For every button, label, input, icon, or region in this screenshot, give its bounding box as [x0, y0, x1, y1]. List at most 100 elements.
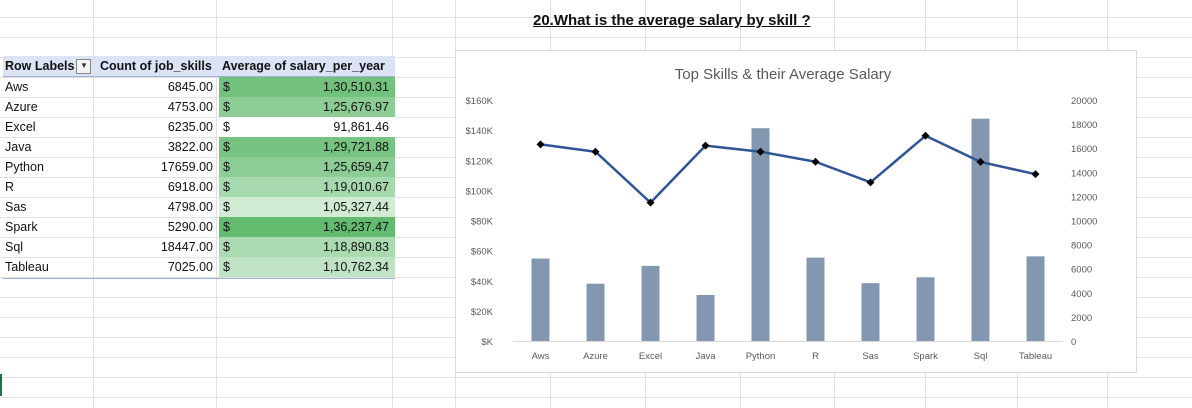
line-point-marker[interactable]: [646, 198, 655, 207]
pivot-row-count[interactable]: 6235.00: [167, 120, 213, 134]
y-axis-tick-label: $20K: [471, 307, 494, 318]
pivot-bottom-border: [3, 277, 395, 279]
line-point-marker[interactable]: [756, 147, 765, 156]
currency-symbol: $: [223, 220, 230, 234]
pivot-row-avg[interactable]: $91,861.46: [219, 117, 395, 137]
filter-dropdown-icon[interactable]: ▼: [76, 58, 92, 74]
avg-value: 1,18,890.83: [322, 240, 389, 254]
chart-bar[interactable]: [641, 265, 660, 341]
pivot-row-label[interactable]: Spark: [5, 220, 38, 234]
pivot-row[interactable]: Sas 4798.00 $1,05,327.44: [3, 197, 395, 217]
y-axis-tick-label: $40K: [471, 277, 494, 288]
salary-line[interactable]: [540, 134, 1036, 204]
line-point-marker[interactable]: [701, 141, 710, 150]
chart-bar[interactable]: [586, 283, 605, 341]
combo-chart[interactable]: Top Skills & their Average Salary $K $20K $…: [455, 50, 1137, 373]
pivot-row[interactable]: Azure 4753.00 $1,25,676.97: [3, 97, 395, 117]
y2-axis-tick-label: 16000: [1071, 144, 1097, 155]
chart-bar[interactable]: [806, 257, 825, 341]
chart-title: Top Skills & their Average Salary: [675, 66, 892, 83]
pivot-row-label[interactable]: Azure: [5, 100, 38, 114]
pivot-row-avg[interactable]: $1,18,890.83: [219, 237, 395, 257]
x-axis-tick-label: Tableau: [1019, 351, 1052, 362]
avg-value: 1,05,327.44: [322, 200, 389, 214]
pivot-row[interactable]: Sql 18447.00 $1,18,890.83: [3, 237, 395, 257]
line-point-marker[interactable]: [536, 140, 545, 149]
pivot-row-avg[interactable]: $1,25,676.97: [219, 97, 395, 117]
chart-canvas: Top Skills & their Average Salary $K $20K $…: [466, 66, 1098, 362]
avg-header[interactable]: Average of salary_per_year: [222, 59, 385, 73]
pivot-row-count[interactable]: 5290.00: [167, 220, 213, 234]
avg-value: 1,10,762.34: [322, 260, 389, 274]
currency-symbol: $: [223, 140, 230, 154]
pivot-row-label[interactable]: Python: [5, 160, 44, 174]
count-header[interactable]: Count of job_skills: [100, 59, 212, 73]
pivot-row-count[interactable]: 4798.00: [167, 200, 213, 214]
pivot-table[interactable]: Row Labels ▼ Count of job_skills Average…: [3, 56, 395, 279]
line-point-marker[interactable]: [591, 147, 600, 156]
chart-bar[interactable]: [696, 294, 715, 341]
x-axis-tick-label: Python: [746, 351, 776, 362]
pivot-row-count[interactable]: 7025.00: [167, 260, 213, 274]
avg-value: 1,36,237.47: [322, 220, 389, 234]
pivot-row-count[interactable]: 4753.00: [167, 100, 213, 114]
pivot-row[interactable]: Aws 6845.00 $1,30,510.31: [3, 77, 395, 97]
line-point-marker[interactable]: [866, 178, 875, 187]
line-point-marker[interactable]: [1031, 170, 1040, 179]
y2-axis-tick-label: 0: [1071, 337, 1076, 348]
chart-bar[interactable]: [531, 258, 550, 341]
row-labels-text: Row Labels: [5, 59, 75, 73]
x-axis-tick-label: Java: [695, 351, 716, 362]
pivot-row[interactable]: Spark 5290.00 $1,36,237.47: [3, 217, 395, 237]
pivot-row-avg[interactable]: $1,36,237.47: [219, 217, 395, 237]
chart-bar[interactable]: [861, 283, 880, 341]
pivot-row-label[interactable]: Tableau: [5, 260, 49, 274]
y2-axis-tick-label: 20000: [1071, 96, 1097, 107]
line-point-marker[interactable]: [921, 131, 930, 140]
pivot-row-avg[interactable]: $1,05,327.44: [219, 197, 395, 217]
pivot-row-count[interactable]: 6918.00: [167, 180, 213, 194]
currency-symbol: $: [223, 260, 230, 274]
pivot-row-count[interactable]: 18447.00: [160, 240, 213, 254]
pivot-row-avg[interactable]: $1,30,510.31: [219, 77, 395, 97]
avg-value: 1,19,010.67: [322, 180, 389, 194]
pivot-row[interactable]: Java 3822.00 $1,29,721.88: [3, 137, 395, 157]
pivot-row-avg[interactable]: $1,29,721.88: [219, 137, 395, 157]
x-axis-tick-label: Aws: [532, 351, 550, 362]
y2-axis-tick-label: 12000: [1071, 192, 1097, 203]
chart-bar[interactable]: [916, 277, 935, 341]
pivot-row-avg[interactable]: $1,25,659.47: [219, 157, 395, 177]
pivot-row-count[interactable]: 17659.00: [160, 160, 213, 174]
pivot-row-label[interactable]: R: [5, 180, 15, 194]
pivot-row[interactable]: R 6918.00 $1,19,010.67: [3, 177, 395, 197]
currency-symbol: $: [223, 160, 230, 174]
pivot-row-count[interactable]: 3822.00: [167, 140, 213, 154]
line-point-marker[interactable]: [811, 157, 820, 166]
line-point-marker[interactable]: [976, 157, 985, 166]
y-axis-tick-label: $160K: [466, 96, 494, 107]
chart-bar[interactable]: [751, 128, 770, 341]
pivot-row-label[interactable]: Excel: [5, 120, 36, 134]
pivot-row-avg[interactable]: $1,10,762.34: [219, 257, 395, 277]
pivot-row[interactable]: Excel 6235.00 $91,861.46: [3, 117, 395, 137]
pivot-row-avg[interactable]: $1,19,010.67: [219, 177, 395, 197]
pivot-row-label[interactable]: Aws: [5, 80, 29, 94]
y-axis-tick-label: $100K: [466, 186, 494, 197]
avg-value: 91,861.46: [333, 120, 389, 134]
pivot-row[interactable]: Python 17659.00 $1,25,659.47: [3, 157, 395, 177]
row-labels-header[interactable]: Row Labels ▼: [3, 56, 96, 76]
currency-symbol: $: [223, 80, 230, 94]
x-axis-tick-label: Azure: [583, 351, 608, 362]
chart-bar[interactable]: [971, 118, 990, 341]
avg-value: 1,29,721.88: [322, 140, 389, 154]
x-axis-tick-label: Sql: [974, 351, 988, 362]
pivot-row-label[interactable]: Sql: [5, 240, 24, 254]
pivot-row[interactable]: Tableau 7025.00 $1,10,762.34: [3, 257, 395, 277]
chart-bar[interactable]: [1026, 256, 1045, 341]
y-axis-tick-label: $80K: [471, 217, 494, 228]
pivot-row-count[interactable]: 6845.00: [167, 80, 213, 94]
active-cell-indicator: [0, 374, 2, 396]
pivot-row-label[interactable]: Java: [5, 140, 32, 154]
pivot-row-label[interactable]: Sas: [5, 200, 27, 214]
y2-axis-tick-label: 2000: [1071, 313, 1092, 324]
